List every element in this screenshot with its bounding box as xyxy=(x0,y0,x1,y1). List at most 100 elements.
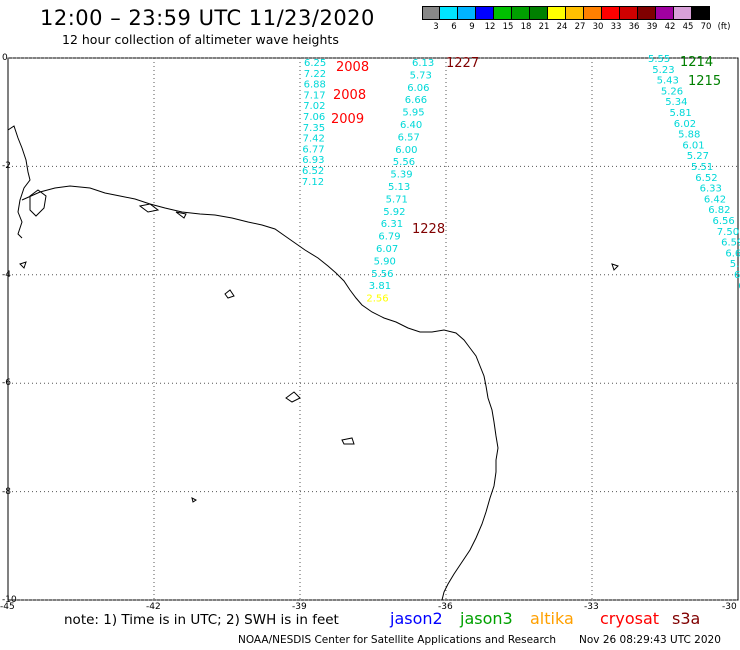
legend-swatch-45 xyxy=(674,6,692,20)
legend-swatch-70 xyxy=(692,6,710,20)
swh-value: 5.96 xyxy=(730,259,740,270)
swh-value: 6.02 xyxy=(674,119,696,130)
wave-height-legend-labels: 3 6 9 12 15 18 21 24 27 30 33 36 39 42 45 70 (ft) xyxy=(422,22,740,34)
swh-value: 6.57 xyxy=(398,132,420,143)
map-grid xyxy=(7,57,739,601)
legend-swatch-42 xyxy=(656,6,674,20)
swh-value: 6.42 xyxy=(704,194,726,205)
swh-value: 5.34 xyxy=(665,97,687,108)
map-frame xyxy=(7,57,739,601)
swh-value: 6.82 xyxy=(708,205,730,216)
satellite-jason2: jason2 xyxy=(390,609,443,628)
satellite-jason3: jason3 xyxy=(460,609,513,628)
longitude-label: -42 xyxy=(146,602,161,612)
swh-value: 6.79 xyxy=(378,232,400,243)
swh-value: 7.50 xyxy=(717,227,739,238)
swh-value: 6.70 xyxy=(738,281,740,292)
legend-swatch-30 xyxy=(584,6,602,20)
legend-label-70: 70 xyxy=(700,22,712,32)
legend-label-15: 15 xyxy=(502,22,514,32)
swh-value: 6.52 xyxy=(695,173,717,184)
swh-value: 7.35 xyxy=(303,123,325,134)
legend-swatch-39 xyxy=(638,6,656,20)
units-note: note: 1) Time is in UTC; 2) SWH is in fe… xyxy=(64,612,339,628)
satellite-s3a: s3a xyxy=(672,609,701,628)
pass-time-label: 2009 xyxy=(331,112,364,127)
legend-swatch-27 xyxy=(566,6,584,20)
credit-line: NOAA/NESDIS Center for Satellite Applica… xyxy=(238,634,556,646)
legend-swatch-6 xyxy=(440,6,458,20)
island-5 xyxy=(611,263,619,271)
swh-value: 5.13 xyxy=(388,182,410,193)
pass-time-label: 1215 xyxy=(688,74,721,89)
latitude-label: -10 xyxy=(2,595,17,605)
swh-value: 6.77 xyxy=(302,144,324,155)
latitude-label: 0 xyxy=(2,53,8,63)
map-title: 12:00 – 23:59 UTC 11/23/2020 xyxy=(40,6,375,30)
swh-value: 5.56 xyxy=(393,157,415,168)
legend-label-36: 36 xyxy=(628,22,640,32)
swh-value: 6.06 xyxy=(407,83,429,94)
map-subtitle: 12 hour collection of altimeter wave hei… xyxy=(62,32,339,47)
swh-value: 5.90 xyxy=(374,256,396,267)
legend-swatch-21 xyxy=(530,6,548,20)
legend-swatch-3 xyxy=(422,6,440,20)
swh-value: 6.66 xyxy=(405,95,427,106)
legend-swatch-12 xyxy=(476,6,494,20)
swh-value: 6.93 xyxy=(302,155,324,166)
latitude-label: -2 xyxy=(2,161,11,172)
legend-label-30: 30 xyxy=(592,22,604,32)
swh-value: 5.27 xyxy=(687,151,709,162)
legend-label-24: 24 xyxy=(556,22,568,32)
pass-time-label: 1228 xyxy=(412,222,445,237)
swh-value: 5.88 xyxy=(678,130,700,141)
satellite-cryosat: cryosat xyxy=(600,609,660,628)
legend-swatch-9 xyxy=(458,6,476,20)
swh-value: 7.22 xyxy=(304,69,326,80)
longitude-label: -36 xyxy=(438,602,453,612)
legend-label-45: 45 xyxy=(682,22,694,32)
longitude-label: -30 xyxy=(722,602,737,612)
swh-value: 5.39 xyxy=(390,170,412,181)
swh-value: 5.73 xyxy=(410,70,432,81)
island-2 xyxy=(285,391,301,403)
island-4 xyxy=(19,261,27,269)
swh-value: 7.02 xyxy=(303,101,325,112)
generated-timestamp: Nov 26 08:29:43 UTC 2020 xyxy=(579,634,721,646)
swh-value: 5.55 xyxy=(648,54,670,65)
legend-label-42: 42 xyxy=(664,22,676,32)
latitude-label: -6 xyxy=(2,378,11,389)
legend-swatch-36 xyxy=(620,6,638,20)
swh-value: 2.56 xyxy=(366,294,388,305)
wave-height-legend xyxy=(422,6,710,20)
island-6 xyxy=(191,497,197,503)
satellite-altika: altika xyxy=(530,609,574,628)
legend-label-33: 33 xyxy=(610,22,622,32)
swh-value: 5.71 xyxy=(386,194,408,205)
swh-value: 7.12 xyxy=(302,177,324,188)
island-1 xyxy=(224,289,235,299)
legend-label-21: 21 xyxy=(538,22,550,32)
legend-label-18: 18 xyxy=(520,22,532,32)
legend-unit: (ft) xyxy=(717,22,731,32)
swh-value: 6.33 xyxy=(700,184,722,195)
swh-value: 5.43 xyxy=(657,76,679,87)
northern-coast-islands xyxy=(7,125,187,239)
swh-value: 6.52 xyxy=(302,166,324,177)
swh-value: 5.23 xyxy=(652,65,674,76)
swh-value: 6.00 xyxy=(395,145,417,156)
longitude-label: -39 xyxy=(292,602,307,612)
swh-value: 6.88 xyxy=(304,80,326,91)
pass-time-label: 1227 xyxy=(446,56,479,71)
legend-swatch-33 xyxy=(602,6,620,20)
legend-label-6: 6 xyxy=(451,22,457,32)
swh-value: 5.95 xyxy=(402,108,424,119)
legend-swatch-15 xyxy=(494,6,512,20)
swh-value: 5.81 xyxy=(670,108,692,119)
swh-value: 6.40 xyxy=(400,120,422,131)
swh-value: 6.56 xyxy=(713,216,735,227)
legend-swatch-18 xyxy=(512,6,530,20)
swh-value: 5.51 xyxy=(691,162,713,173)
legend-swatch-24 xyxy=(548,6,566,20)
